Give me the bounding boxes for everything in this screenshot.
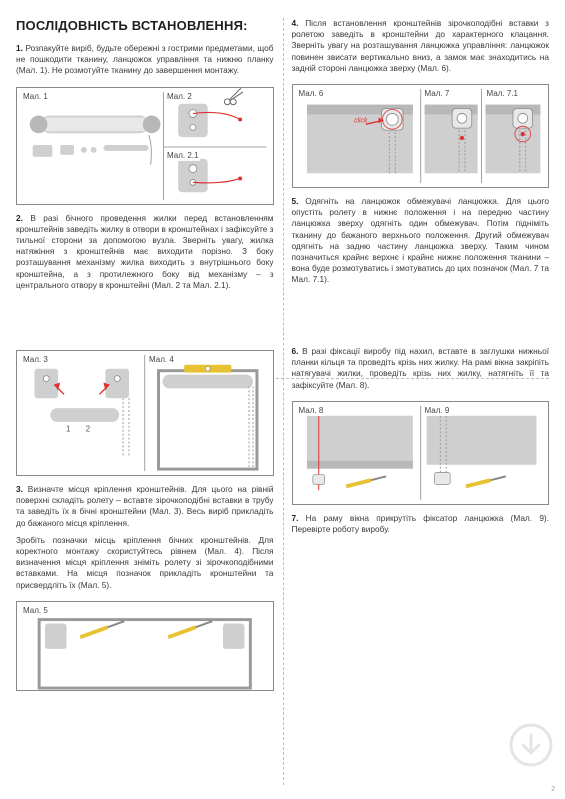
- fig-label-9: Мал. 9: [423, 405, 452, 416]
- fig-label-21: Мал. 2.1: [165, 150, 200, 161]
- step-6-num: 6.: [292, 346, 299, 356]
- fig-label-1: Мал. 1: [21, 91, 50, 102]
- cell-top-right: 4. Після встановлення кронштейнів зірочк…: [292, 18, 550, 334]
- fig-label-2: Мал. 2: [165, 91, 194, 102]
- step-3-num: 3.: [16, 484, 23, 494]
- fig-label-5: Мал. 5: [21, 605, 50, 616]
- fig-label-3: Мал. 3: [21, 354, 50, 365]
- figure-6-7-svg: click: [293, 85, 549, 187]
- fig-label-71: Мал. 7.1: [485, 88, 520, 99]
- step-1-num: 1.: [16, 43, 23, 53]
- figure-8-9-svg: [293, 402, 549, 504]
- step-6-text: В разі фіксації виробу під нахил, вставт…: [292, 346, 550, 390]
- step-2: 2. В разі бічного проведення жилки перед…: [16, 213, 274, 291]
- fig-label-4: Мал. 4: [147, 354, 176, 365]
- fig-label-7: Мал. 7: [423, 88, 452, 99]
- step-5-text: Одягніть на ланцюжок обмежувачі ланцюжка…: [292, 196, 550, 284]
- cell-bottom-right: 6. В разі фіксації виробу під нахил, вст…: [292, 346, 550, 736]
- step-7-text: На раму вікна прикрутіть фіксатор ланцюж…: [292, 513, 550, 534]
- step-5-num: 5.: [292, 196, 299, 206]
- step-1-text: Розпакуйте виріб, будьте обережні з гост…: [16, 43, 274, 75]
- figure-5-svg: [17, 602, 273, 690]
- step-4-num: 4.: [292, 18, 299, 28]
- divider-vertical: [283, 18, 284, 785]
- step-4-text: Після встановлення кронштейнів зірочкопо…: [292, 18, 550, 73]
- step-4: 4. Після встановлення кронштейнів зірочк…: [292, 18, 550, 74]
- click-label: click: [354, 117, 368, 124]
- fig-label-8: Мал. 8: [297, 405, 326, 416]
- figure-5: Мал. 5: [16, 601, 274, 691]
- step-2-text: В разі бічного проведення жилки перед вс…: [16, 213, 274, 290]
- step-1: 1. Розпакуйте виріб, будьте обережні з г…: [16, 43, 274, 77]
- step-2-num: 2.: [16, 213, 23, 223]
- step-5: 5. Одягніть на ланцюжок обмежувачі ланцю…: [292, 196, 550, 286]
- figure-3-4: Мал. 3 Мал. 4 1 2: [16, 350, 274, 476]
- page-number: 2: [551, 786, 555, 793]
- step-6: 6. В разі фіксації виробу під нахил, вст…: [292, 346, 550, 391]
- step-7-num: 7.: [292, 513, 299, 523]
- step-3b-text: Зробіть позначки місць кріплення бічних …: [16, 535, 274, 590]
- step-7: 7. На раму вікна прикрутіть фіксатор лан…: [292, 513, 550, 535]
- figure-6-7: Мал. 6 Мал. 7 Мал. 7.1 click: [292, 84, 550, 188]
- cell-top-left: ПОСЛІДОВНІСТЬ ВСТАНОВЛЕННЯ: 1. Розпакуйт…: [16, 18, 274, 334]
- watermark-icon: [509, 723, 553, 767]
- svg-text:2: 2: [86, 425, 90, 434]
- fig-label-6: Мал. 6: [297, 88, 326, 99]
- svg-text:1: 1: [66, 425, 70, 434]
- figure-3-4-svg: 1 2: [17, 351, 273, 475]
- figure-1-2: Мал. 1 Мал. 2 Мал. 2.1: [16, 87, 274, 205]
- step-3-text: Визначте місця кріплення кронштейнів. Дл…: [16, 484, 274, 528]
- figure-8-9: Мал. 8 Мал. 9: [292, 401, 550, 505]
- step-3b: Зробіть позначки місць кріплення бічних …: [16, 535, 274, 591]
- step-3: 3. Визначте місця кріплення кронштейнів.…: [16, 484, 274, 529]
- page-title: ПОСЛІДОВНІСТЬ ВСТАНОВЛЕННЯ:: [16, 18, 274, 33]
- figure-1-2-svg: [17, 88, 273, 204]
- cell-bottom-left: Мал. 3 Мал. 4 1 2: [16, 346, 274, 736]
